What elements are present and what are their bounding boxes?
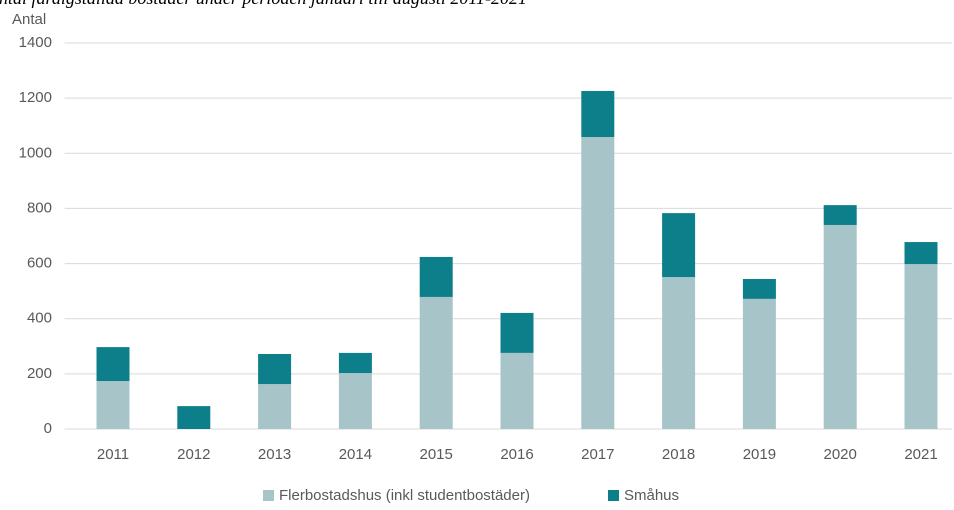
x-tick-label: 2011: [97, 446, 129, 463]
x-tick-label: 2014: [339, 446, 372, 463]
bar-segment: [338, 373, 372, 429]
x-tick-label: 2016: [500, 446, 533, 463]
bar-segment: [419, 256, 453, 297]
bar-segment: [823, 205, 857, 225]
bar-segment: [258, 384, 292, 429]
bar-segment: [662, 213, 696, 278]
bar-segment: [500, 312, 534, 353]
y-tick-label: 1200: [19, 89, 52, 106]
bar-segment: [742, 279, 776, 299]
y-tick-label: 1400: [19, 34, 52, 51]
x-tick-label: 2019: [743, 446, 776, 463]
y-tick-label: 800: [27, 199, 52, 216]
y-tick-label: 200: [27, 365, 52, 382]
bar-segment: [581, 90, 615, 138]
bar-segment: [742, 298, 776, 429]
legend-label: Flerbostadshus (inkl studentbostäder): [279, 487, 530, 504]
y-axis-label: Antal: [12, 11, 46, 28]
bar-segment: [258, 354, 292, 385]
x-tick-label: 2021: [904, 446, 937, 463]
x-tick-label: 2012: [177, 446, 210, 463]
bar-segment: [338, 352, 372, 374]
bar-segment: [177, 406, 211, 429]
x-tick-label: 2017: [581, 446, 614, 463]
bar-segment: [581, 137, 615, 430]
y-tick-label: 600: [27, 255, 52, 272]
bar-segment: [96, 381, 130, 429]
bar-segment: [96, 347, 130, 382]
chart-title: Antal färdigställda bostäder under perio…: [0, 0, 527, 8]
bar-segment: [823, 224, 857, 429]
y-tick-label: 0: [44, 420, 52, 437]
x-tick-label: 2020: [824, 446, 857, 463]
legend-swatch: [263, 490, 274, 501]
bar-segment: [904, 264, 938, 429]
x-tick-label: 2015: [420, 446, 453, 463]
bar-segment: [662, 277, 696, 429]
legend-label: Småhus: [624, 487, 679, 504]
y-tick-label: 400: [27, 310, 52, 327]
x-tick-label: 2018: [662, 446, 695, 463]
x-tick-label: 2013: [258, 446, 291, 463]
bar-segment: [500, 352, 534, 429]
bar-segment: [904, 242, 938, 265]
y-tick-label: 1000: [19, 144, 52, 161]
bar-segment: [419, 296, 453, 429]
legend-swatch: [608, 490, 619, 501]
